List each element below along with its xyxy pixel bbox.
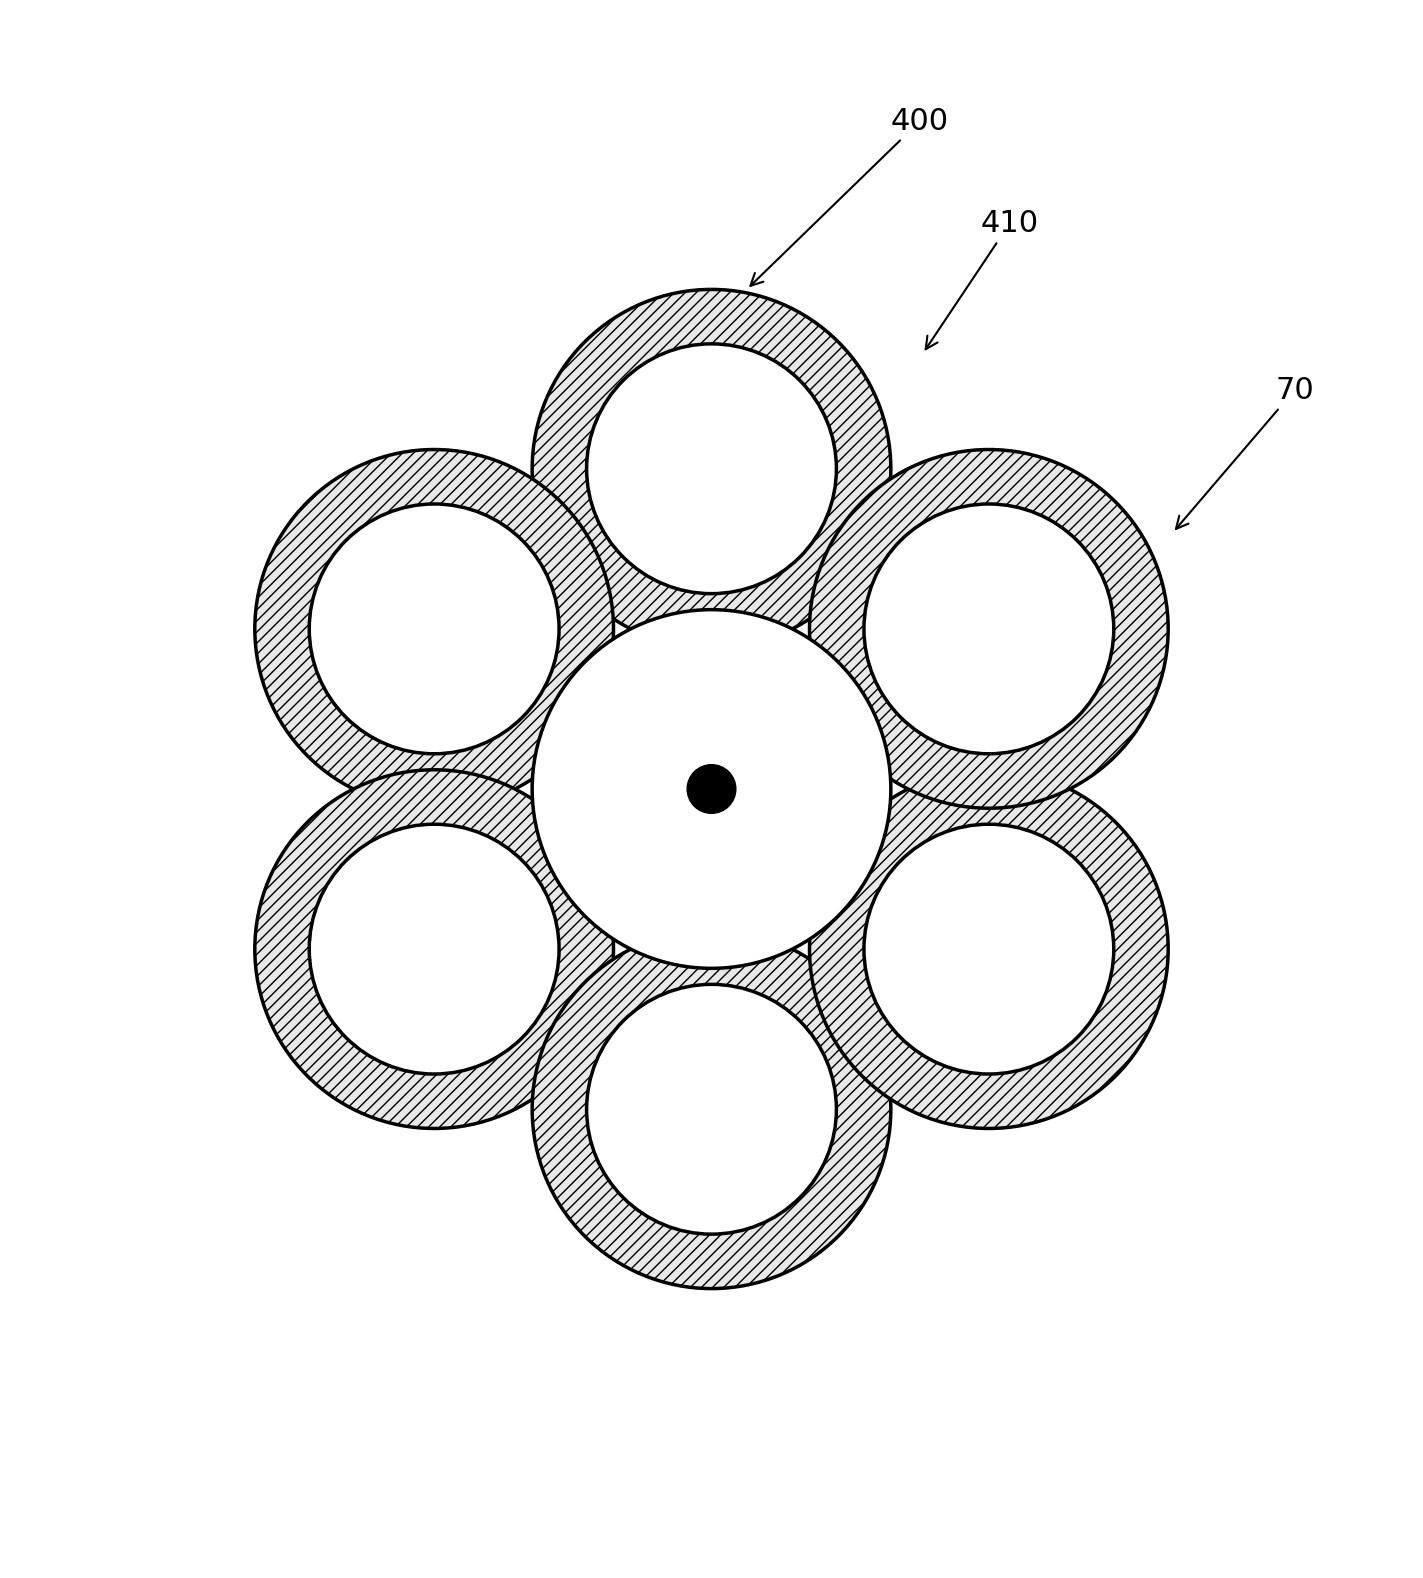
Circle shape (532, 289, 891, 649)
Circle shape (532, 929, 891, 1289)
Circle shape (810, 770, 1168, 1128)
Circle shape (810, 450, 1168, 808)
Circle shape (309, 503, 559, 754)
Circle shape (309, 824, 559, 1075)
Text: 400: 400 (750, 107, 949, 286)
Circle shape (864, 503, 1114, 754)
Text: 410: 410 (926, 210, 1039, 349)
Circle shape (864, 824, 1114, 1075)
Circle shape (586, 344, 837, 593)
Circle shape (687, 765, 736, 813)
Circle shape (255, 450, 613, 808)
Circle shape (255, 770, 613, 1128)
Text: 70: 70 (1175, 376, 1313, 529)
Circle shape (532, 609, 891, 969)
Circle shape (586, 985, 837, 1234)
